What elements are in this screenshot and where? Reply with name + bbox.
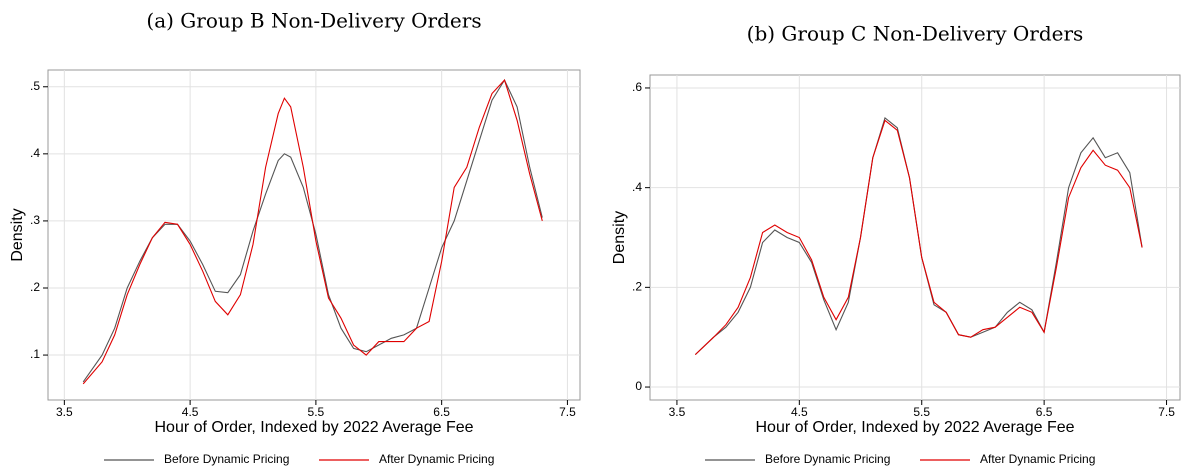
x-tick-label: 3.5 [669,405,686,419]
y-tick-label: .2 [30,280,40,294]
y-tick-label: .4 [632,180,642,194]
legend-label: Before Dynamic Pricing [164,452,289,466]
plot-area [47,69,581,401]
x-axis-label: Hour of Order, Indexed by 2022 Average F… [755,419,1074,436]
x-axis-label: Hour of Order, Indexed by 2022 Average F… [154,419,473,436]
series-line [694,119,1143,355]
y-axis-label: Density [611,211,628,264]
legend-label: After Dynamic Pricing [980,452,1095,466]
series-line [82,79,543,385]
legend-label: After Dynamic Pricing [379,452,494,466]
x-tick-label: 4.5 [791,405,808,419]
x-tick-label: 5.5 [913,405,930,419]
x-tick-label: 7.5 [559,405,576,419]
series-line [82,78,543,383]
y-tick-label: .6 [632,80,642,94]
x-tick-label: 5.5 [308,405,325,419]
plot-area [649,74,1181,401]
x-tick-label: 3.5 [56,405,73,419]
y-tick-label: .4 [30,146,40,160]
x-tick-label: 6.5 [1036,405,1053,419]
y-tick-label: .2 [632,280,642,294]
legend-label: Before Dynamic Pricing [765,452,890,466]
y-tick-label: .5 [30,79,40,93]
x-tick-label: 4.5 [182,405,199,419]
chart-title: (b) Group C Non-Delivery Orders [747,22,1084,46]
y-tick-label: .3 [30,213,40,227]
y-axis-label: Density [9,208,26,261]
y-tick-label: 0 [635,379,642,393]
x-tick-label: 6.5 [433,405,450,419]
y-tick-label: .1 [30,347,40,361]
x-tick-label: 7.5 [1158,405,1175,419]
chart-title: (a) Group B Non-Delivery Orders [146,9,481,33]
